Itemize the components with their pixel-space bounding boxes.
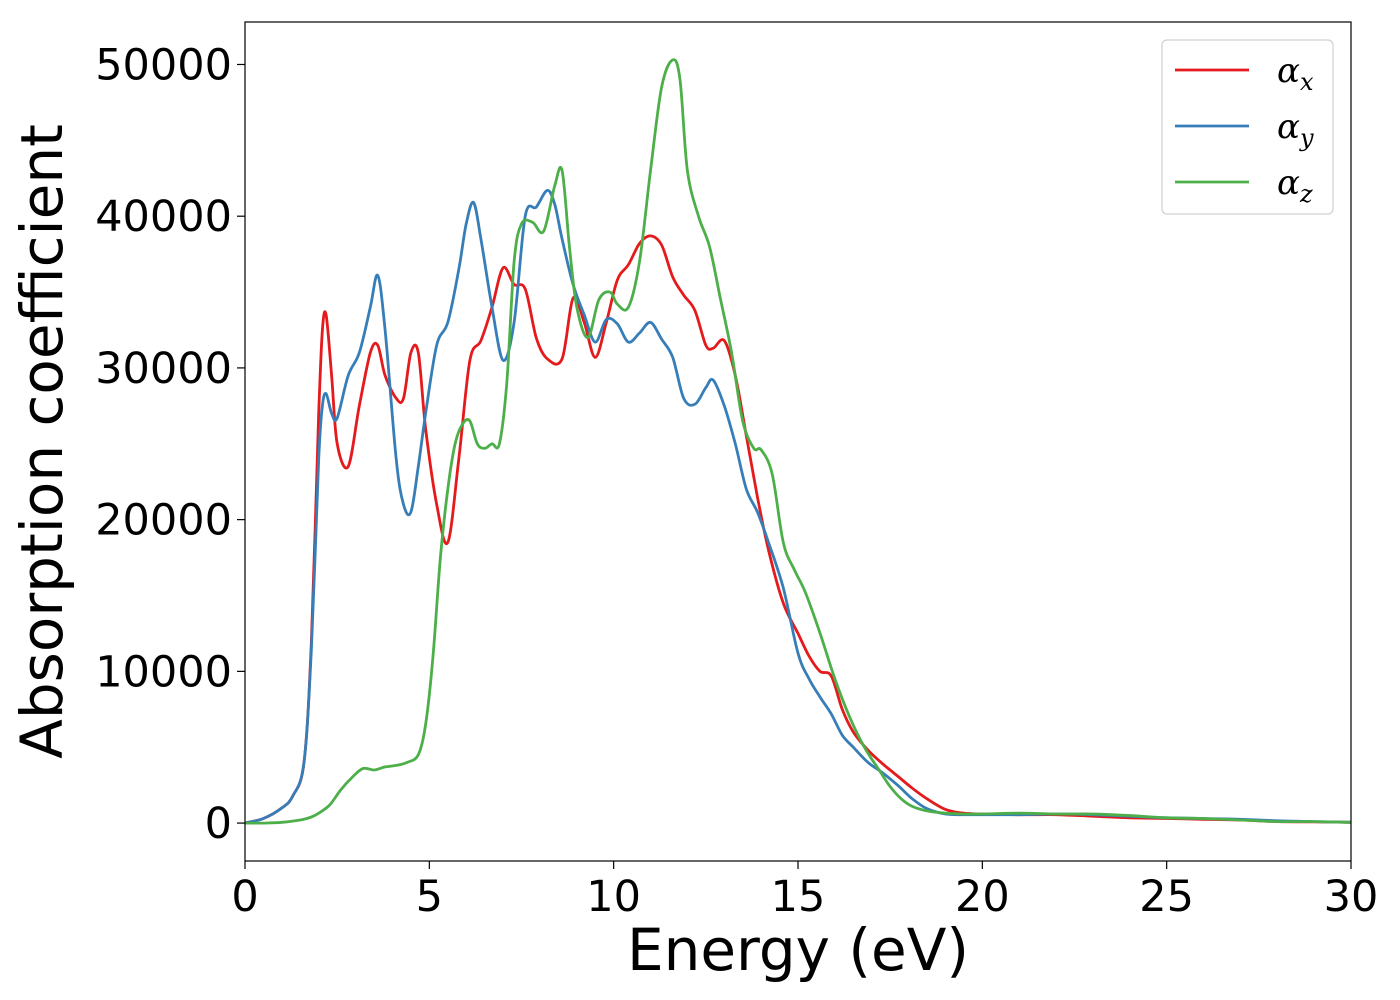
x-tick-label: 10 — [586, 872, 641, 922]
x-tick-label: 5 — [416, 872, 443, 922]
series-line-z — [245, 58, 1351, 825]
y-tick-label: 50000 — [95, 40, 232, 90]
y-tick-label: 10000 — [95, 647, 232, 697]
y-axis-label: Absorption coefficient — [8, 124, 76, 759]
x-tick-label: 20 — [955, 872, 1010, 922]
series-lines — [245, 58, 1351, 825]
legend-label-x: αx — [1277, 51, 1314, 96]
x-tick-label: 30 — [1324, 872, 1379, 922]
x-tick-label: 0 — [231, 872, 258, 922]
series-line-x — [245, 234, 1351, 825]
y-tick-label: 30000 — [95, 344, 232, 394]
y-tick-label: 0 — [205, 799, 232, 849]
x-axis-label: Energy (eV) — [627, 916, 969, 984]
y-tick-label: 20000 — [95, 496, 232, 546]
x-tick-label: 25 — [1139, 872, 1194, 922]
series-line-y — [245, 189, 1351, 825]
x-tick-label: 15 — [771, 872, 826, 922]
y-tick-label: 40000 — [95, 192, 232, 242]
axis-ticks: 0 5 10 15 20 25 30 0 10000 20000 30000 40000 50000 — [95, 40, 1378, 922]
